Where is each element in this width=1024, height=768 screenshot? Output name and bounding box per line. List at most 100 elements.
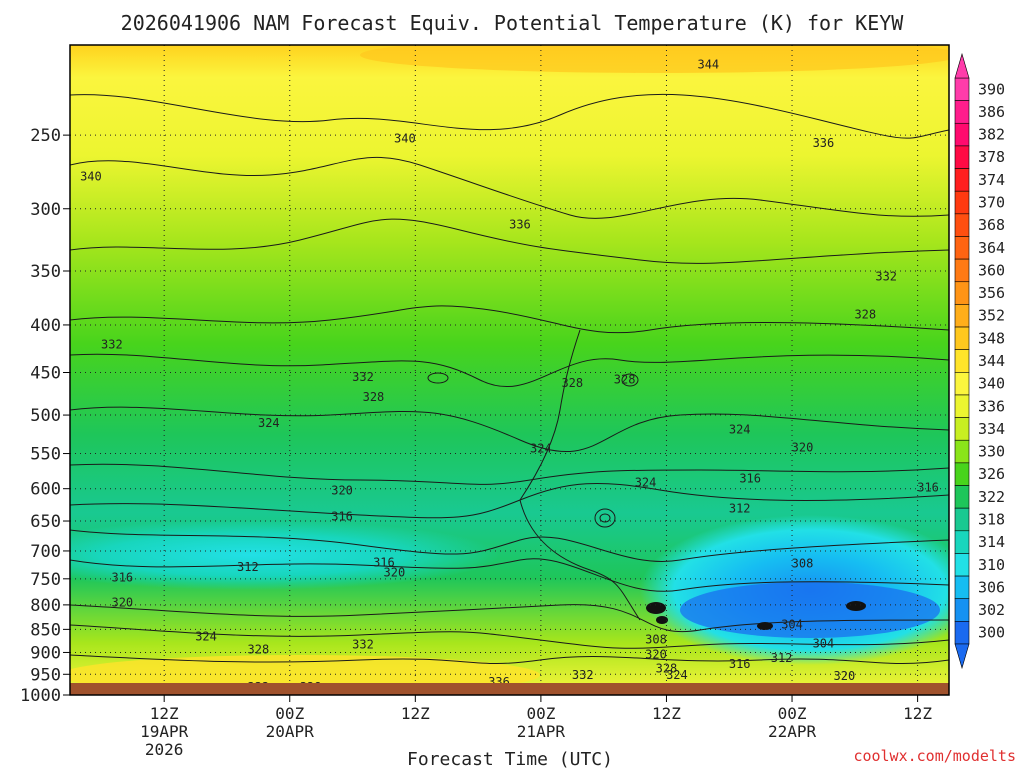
contour-label: 328 [656,661,678,675]
contour-label: 308 [792,556,814,570]
colorbar-label: 382 [978,126,1005,144]
colorbar-label: 370 [978,194,1005,212]
contour-label: 336 [509,218,531,232]
colorbar-label: 356 [978,284,1005,302]
y-tick-label: 500 [30,406,61,426]
x-tick-label: 00Z [778,704,807,723]
contour-label: 336 [813,136,835,150]
colorbar-label: 334 [978,420,1005,438]
colorbar-swatch [954,553,970,577]
contour-label: 320 [792,441,814,455]
pressure-axis: 250 300 350 400 450 500 550 600 650 700 750 800 850 9… [20,126,70,706]
colorbar-swatch [954,507,970,532]
contour-label: 320 [645,648,667,662]
y-tick-label: 950 [30,665,61,685]
colorbar-swatch [954,394,970,418]
y-tick-label: 400 [30,316,61,336]
contour-label: 332 [875,270,897,284]
contour-label: 324 [666,668,688,682]
contour-label: 312 [237,560,259,574]
colorbar-label: 330 [978,443,1005,461]
contour-label: 316 [331,510,353,524]
y-tick-label: 900 [30,643,61,663]
x-tick-label: 12Z [903,704,932,723]
colorbar-label: 300 [978,624,1005,642]
colorbar-label: 302 [978,601,1005,619]
colorbar-label: 374 [978,171,1005,189]
contour-label: 316 [729,657,751,671]
colorbar-swatch [954,349,970,373]
contour-label: 316 [373,555,395,569]
colorbar-label: 386 [978,103,1005,121]
y-tick-label: 450 [30,364,61,384]
colorbar-label: 344 [978,352,1005,370]
colorbar-label: 326 [978,465,1005,483]
ground-surface [70,683,949,695]
colorbar-label: 340 [978,375,1005,393]
x-tick-label: 00Z [275,704,304,723]
colorbar-label: 306 [978,578,1005,596]
chart-title: 2026041906 NAM Forecast Equiv. Potential… [121,11,905,35]
colorbar-swatch [954,77,970,101]
colorbar-swatch [954,168,970,192]
colorbar-swatch [954,213,970,237]
plot-frame [69,44,950,696]
x-tick-label: 12Z [401,704,430,723]
colorbar-swatch [954,258,970,283]
colorbar-swatch [954,236,970,260]
y-tick-label: 650 [30,512,61,532]
tight-gradient-blobs [646,601,866,630]
colorbar-swatch [954,372,970,396]
y-tick-label: 700 [30,542,61,562]
contour-label: 324 [530,441,552,455]
cool-core [680,582,940,638]
contour-label: 316 [111,571,133,585]
contour-label: 316 [917,480,939,494]
x-tick-label: 20APR [266,722,315,741]
colorbar-top-arrow [954,52,970,79]
y-tick-label: 350 [30,262,61,282]
contour-label: 304 [813,636,835,650]
contour-label: 332 [572,668,594,682]
contour-lines [70,93,949,664]
colorbar-swatch [954,145,970,169]
colorbar-swatch [954,190,970,215]
x-tick-label: 22APR [768,722,817,741]
contour-label: 312 [729,501,751,515]
y-tick-label: 800 [30,596,61,616]
x-tick-label: 00Z [526,704,555,723]
time-gridlines [163,45,919,695]
colorbar-label: 364 [978,239,1005,257]
y-tick-label: 550 [30,445,61,465]
contour-label: 324 [635,476,657,490]
colorbar-label: 348 [978,329,1005,347]
contour-label: 332 [352,370,374,384]
colorbar: 390 386 382 378 374 370 368 364 360 356 352 348 344 3… [954,52,1005,670]
contour-label: 316 [739,471,761,485]
contour-closed-features [427,372,639,528]
colorbar-swatch [954,122,970,147]
contour-label: 332 [352,638,374,652]
contour-label: 332 [101,338,123,352]
colorbar-swatch [954,530,970,554]
colorbar-swatch [954,575,970,600]
x-axis-label: Forecast Time (UTC) [407,749,613,768]
contour-label: 344 [697,58,719,72]
contour-label: 304 [781,618,803,632]
x-tick-label: 12Z [150,704,179,723]
contour-label: 328 [614,373,636,387]
colorbar-label: 322 [978,488,1005,506]
y-tick-label: 250 [30,126,61,146]
y-tick-label: 750 [30,570,61,590]
contour-label: 328 [363,390,385,404]
colorbar-swatch [954,326,970,350]
contour-label: 308 [645,633,667,647]
contour-label: 340 [394,131,416,145]
contour-label: 328 [561,376,583,390]
y-tick-label: 600 [30,480,61,500]
contour-label: 324 [729,422,751,436]
colorbar-label: 360 [978,261,1005,279]
